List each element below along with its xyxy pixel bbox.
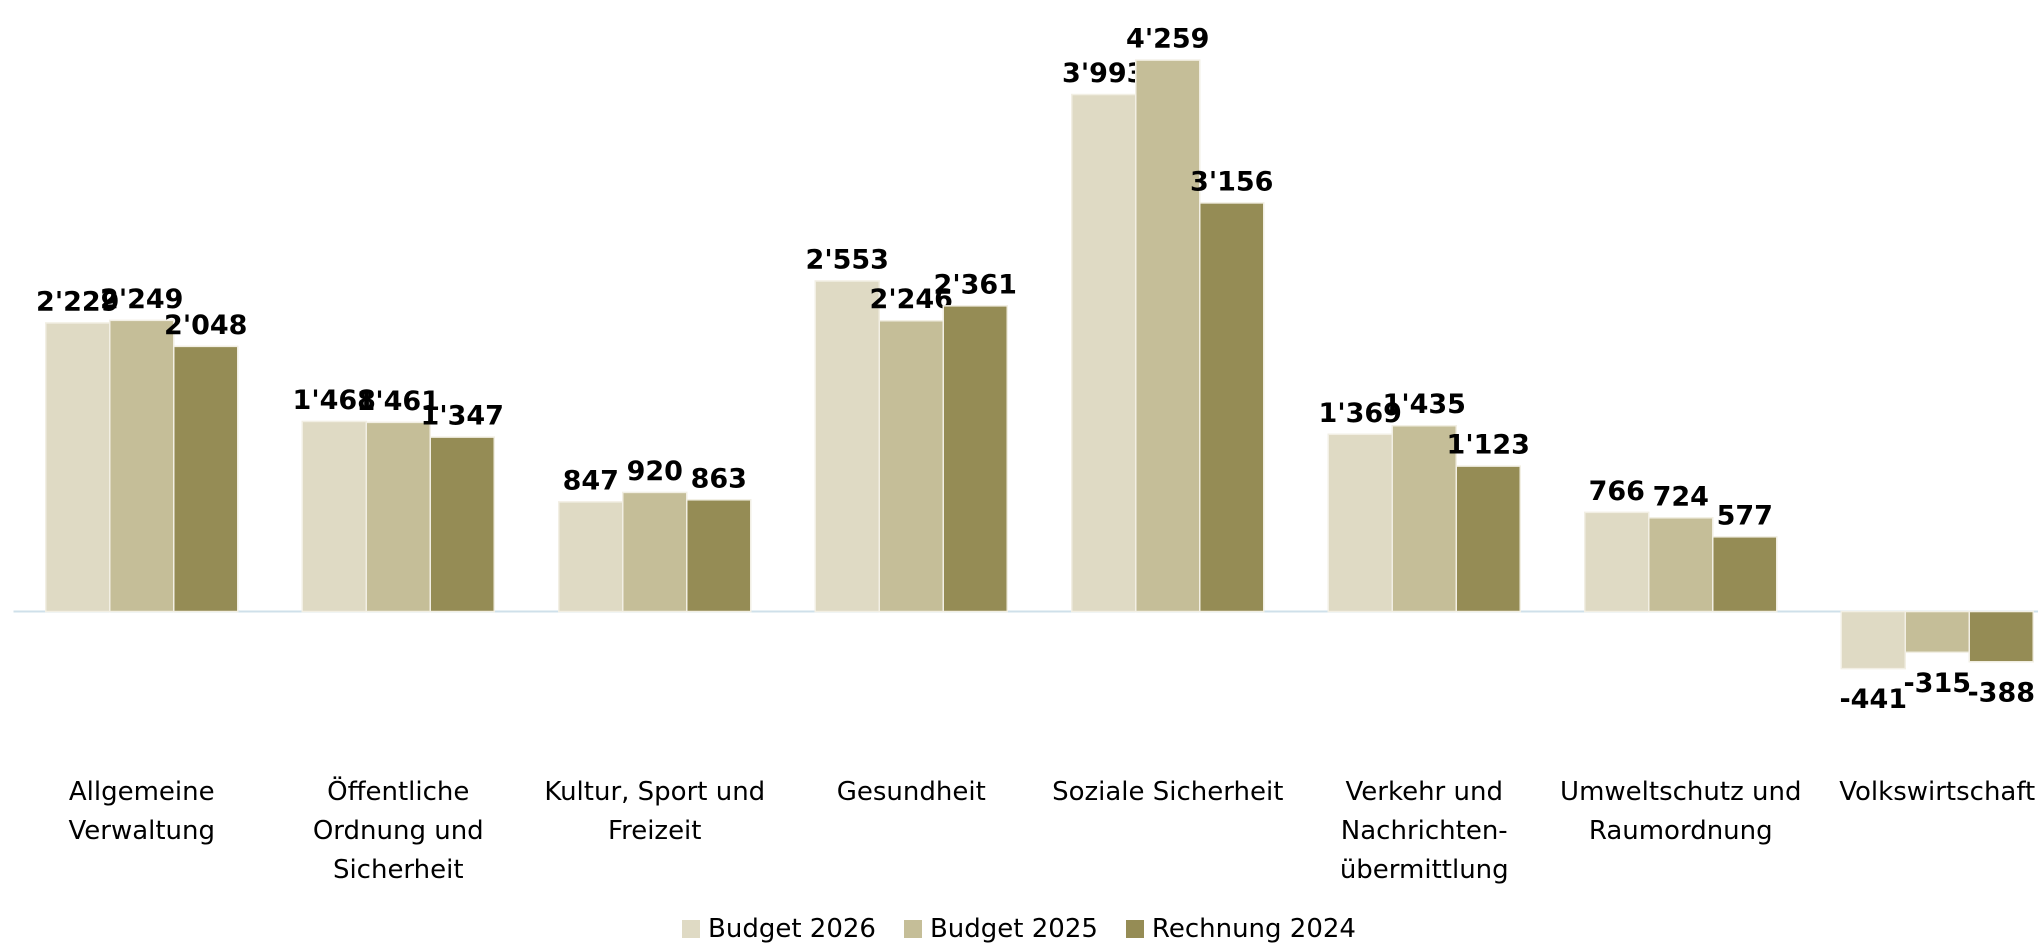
value-label: 3'156 [1190,166,1273,197]
value-label: 1'123 [1447,430,1530,461]
x-tick-label: Verkehr und Nachrichten-übermittlung [1339,777,1509,885]
bar [45,322,111,613]
bar [429,436,495,613]
bar [1455,465,1521,613]
value-label: 2'361 [934,269,1017,300]
value-label: -441 [1839,684,1907,715]
legend-item: Budget 2025 [903,914,1098,944]
bar [814,280,880,613]
legend-item: Rechnung 2024 [1125,914,1356,944]
legend-swatch [682,920,701,938]
x-tick-label: Gesundheit [836,777,986,807]
value-label: 2'553 [806,244,889,275]
bar [109,319,175,613]
legend-swatch [903,920,922,938]
bar [1712,536,1778,613]
bar [1968,610,2034,663]
bar [1135,59,1201,613]
x-tick-label: Volkswirtschaft [1839,777,2036,807]
bar [1648,517,1714,613]
x-tick-label: Öffentliche Ordnung und Sicherheit [312,777,484,885]
bar [1840,610,1906,670]
bar [1327,433,1393,613]
value-label: 766 [1589,476,1645,507]
legend-label: Rechnung 2024 [1151,914,1356,944]
value-label: 847 [563,465,619,496]
value-label: 2'229 [36,286,119,317]
bar [1071,93,1137,613]
value-label: 1'435 [1383,389,1466,420]
value-label: -315 [1903,668,1971,699]
bar [1199,202,1265,613]
legend-item: Budget 2026 [682,914,876,944]
value-label: 920 [627,456,683,487]
value-label: 1'347 [421,401,504,432]
bar [301,420,367,613]
bar [686,499,752,613]
bar [1391,424,1457,613]
value-label: 2'249 [100,284,183,315]
x-tick-label: Allgemeine Verwaltung [68,777,216,846]
legend-swatch [1125,920,1144,938]
bar [1584,511,1650,613]
legend-label: Budget 2026 [708,914,876,944]
value-label: 4'259 [1126,24,1209,55]
value-label: 1'461 [357,386,440,417]
value-label: 863 [691,463,747,494]
x-tick-label: Soziale Sicherheit [1052,777,1284,807]
x-tick-label: Kultur, Sport und Freizeit [544,777,766,846]
bar [365,421,431,613]
value-label: 2'048 [164,310,247,341]
value-label: 1'369 [1319,398,1402,429]
value-label: 2'246 [870,284,953,315]
bar [942,305,1008,613]
value-label: 3'993 [1062,58,1145,89]
legend: Budget 2026 Budget 2025 Rechnung 2024 [0,914,2038,944]
bar [622,491,688,613]
value-label: 1'468 [293,385,376,416]
x-tick-label: Umweltschutz und Raumordnung [1560,777,1802,846]
value-label: 724 [1653,481,1709,512]
bar [173,345,239,613]
bar [558,501,624,613]
legend-label: Budget 2025 [929,914,1098,944]
bar [878,319,944,613]
value-label: 577 [1717,500,1773,531]
bar [1904,610,1970,654]
value-label: -388 [1967,677,2035,708]
